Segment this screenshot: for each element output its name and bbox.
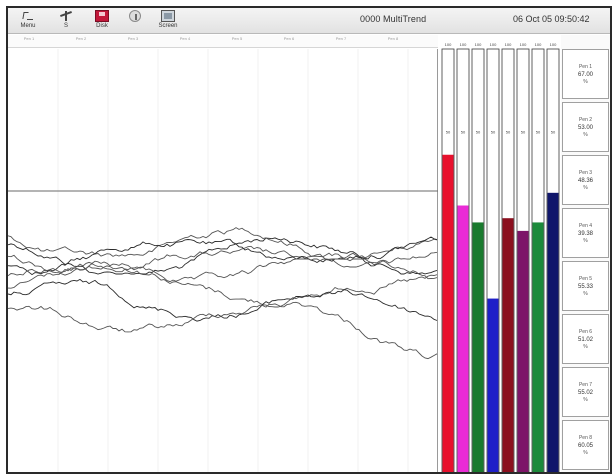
channel-tag-6: Pen 6	[283, 36, 295, 41]
pen-value: 53.00	[577, 124, 593, 131]
value-box-pen-7[interactable]: Pen 7 55.02%	[562, 367, 609, 417]
pen-value: 67.00	[577, 71, 593, 78]
recorder-screen: Menu S Disk Screen 0000 MultiTrend 06 Oc…	[6, 6, 612, 474]
bar-mid-label: 50	[521, 130, 526, 135]
info-icon	[129, 10, 141, 22]
pen-name: Pen 5	[578, 275, 593, 282]
pen-unit: %	[583, 449, 588, 456]
trend-svg	[8, 49, 438, 472]
trend-trace-4	[8, 236, 438, 276]
bar-top-label: 100	[550, 42, 557, 47]
scale-button[interactable]: S	[54, 9, 78, 32]
bar-graph-panel: 100 50 100 50 100 50 100 50 100 50 100 50 100 50 100 50	[440, 35, 560, 472]
pen-name: Pen 7	[578, 381, 593, 388]
trend-chart[interactable]	[8, 49, 438, 472]
bar-top-label: 100	[490, 42, 497, 47]
bar-fill-7	[532, 222, 544, 472]
pen-name: Pen 3	[578, 169, 593, 176]
value-box-pen-1[interactable]: Pen 1 67.00%	[562, 49, 609, 99]
channel-tag-1: Pen 1	[23, 36, 35, 41]
trend-trace-8	[8, 301, 438, 360]
menu-button[interactable]: Menu	[16, 9, 40, 32]
bar-mid-label: 50	[506, 130, 511, 135]
bar-fill-2	[457, 205, 469, 472]
hand-pointer-icon	[21, 10, 35, 22]
pen-value: 39.38	[577, 230, 593, 237]
toolbar: Menu S Disk Screen 0000 MultiTrend 06 Oc…	[8, 8, 610, 34]
disk-button-label: Disk	[96, 23, 108, 29]
bar-mid-label: 50	[536, 130, 541, 135]
screen-button-label: Screen	[158, 23, 178, 29]
scale-button-label: S	[63, 23, 68, 29]
trend-trace-2	[8, 227, 438, 268]
bar-top-label: 100	[505, 42, 512, 47]
pen-value: 51.02	[577, 336, 593, 343]
pen-unit: %	[583, 131, 588, 138]
scale-icon	[59, 10, 73, 22]
channel-tag-8: Pen 8	[387, 36, 399, 41]
value-box-pen-8[interactable]: Pen 8 60.05%	[562, 420, 609, 470]
channel-tag-2: Pen 2	[75, 36, 87, 41]
pen-value: 48.36	[577, 177, 593, 184]
pen-value: 60.05	[577, 442, 593, 449]
bar-fill-8	[547, 192, 559, 472]
trend-trace-5	[8, 265, 438, 308]
pen-name: Pen 6	[578, 328, 593, 335]
pen-name: Pen 1	[578, 63, 593, 70]
bar-mid-label: 50	[446, 130, 451, 135]
channel-strip: Pen 1 Pen 2 Pen 3 Pen 4 Pen 5 Pen 6 Pen 7 Pen 8	[8, 35, 438, 48]
bar-top-label: 100	[535, 42, 542, 47]
bar-fill-6	[517, 230, 529, 472]
screen-button[interactable]: Screen	[153, 9, 183, 32]
bar-top-label: 100	[445, 42, 452, 47]
bar-mid-label: 50	[476, 130, 481, 135]
pen-value: 55.33	[577, 283, 593, 290]
trend-trace-6	[8, 258, 438, 289]
bar-top-label: 100	[460, 42, 467, 47]
bar-graph-svg: 100 50 100 50 100 50 100 50 100 50 100 50 100 50 100 50	[441, 42, 560, 472]
bar-fill-1	[442, 154, 454, 472]
pen-unit: %	[583, 343, 588, 350]
bar-fill-5	[502, 218, 514, 472]
bar-mid-label: 50	[491, 130, 496, 135]
value-box-pen-4[interactable]: Pen 4 39.38%	[562, 208, 609, 258]
info-button[interactable]	[123, 9, 147, 32]
menu-button-label: Menu	[20, 23, 36, 29]
bar-mid-label: 50	[551, 130, 556, 135]
disk-button[interactable]: Disk	[90, 9, 114, 32]
pen-unit: %	[583, 237, 588, 244]
channel-tag-7: Pen 7	[335, 36, 347, 41]
bar-top-label: 100	[520, 42, 527, 47]
pen-unit: %	[583, 78, 588, 85]
pen-name: Pen 2	[578, 116, 593, 123]
channel-tag-5: Pen 5	[231, 36, 243, 41]
pen-name: Pen 4	[578, 222, 593, 229]
pen-unit: %	[583, 290, 588, 297]
value-box-pen-6[interactable]: Pen 6 51.02%	[562, 314, 609, 364]
value-box-pen-5[interactable]: Pen 5 55.33%	[562, 261, 609, 311]
pen-name: Pen 8	[578, 434, 593, 441]
pen-unit: %	[583, 184, 588, 191]
value-box-pen-3[interactable]: Pen 3 48.36%	[562, 155, 609, 205]
channel-tag-3: Pen 3	[127, 36, 139, 41]
disk-icon	[95, 10, 109, 22]
screen-icon	[161, 10, 175, 22]
trend-trace-7	[8, 278, 438, 322]
screen-title: 0000 MultiTrend	[360, 14, 427, 24]
bar-mid-label: 50	[461, 130, 466, 135]
date-time: 06 Oct 05 09:50:42	[513, 14, 590, 24]
bar-fill-4	[487, 298, 499, 472]
trend-trace-1	[8, 237, 438, 275]
pen-unit: %	[583, 396, 588, 403]
channel-tag-4: Pen 4	[179, 36, 191, 41]
pen-value: 55.02	[577, 389, 593, 396]
value-panel: Pen 1 67.00% Pen 2 53.00% Pen 3 48.36% Pen 4 39…	[561, 35, 610, 472]
bar-fill-3	[472, 222, 484, 472]
value-box-pen-2[interactable]: Pen 2 53.00%	[562, 102, 609, 152]
bar-top-label: 100	[475, 42, 482, 47]
